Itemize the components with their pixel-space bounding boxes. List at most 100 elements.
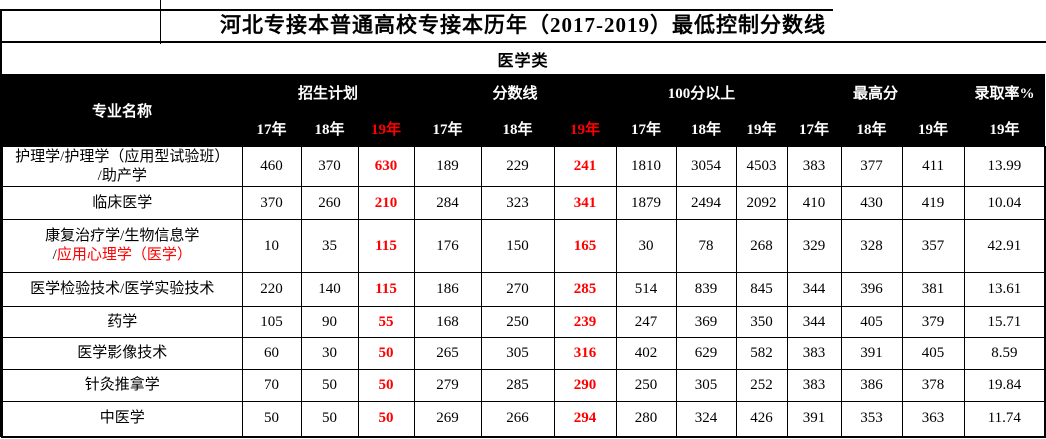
- score-cell: 305: [675, 369, 737, 402]
- major-name-text: 医学影像技术: [77, 345, 168, 362]
- score-cell: 10: [241, 219, 302, 273]
- score-cell: 140: [300, 272, 359, 307]
- score-cell: 405: [901, 337, 965, 370]
- header-year-above-100-18年: 18年: [676, 110, 737, 147]
- score-cell: 30: [300, 337, 359, 370]
- score-cell: 2494: [675, 186, 737, 220]
- category-subtitle: 医学类: [497, 52, 549, 70]
- major-name-cell: 中医学: [1, 401, 243, 438]
- score-cell: 290: [553, 369, 617, 402]
- scores-table: 专业名称 招生计划 分数线 100分以上 最高分 录取率% 17年 18年 19年 1…: [1, 74, 1046, 438]
- score-cell: 229: [480, 146, 555, 187]
- header-year-admission-rate-19年: 19年: [964, 110, 1046, 147]
- score-cell: 168: [413, 306, 482, 338]
- major-name-line: /应用心理学（医学）: [5, 246, 240, 265]
- table-row: 药学 105 90 55 168 250 239 247 369 350 344 405 379 15.7…: [1, 306, 1046, 338]
- table-row: 医学检验技术/医学实验技术 220 140 115 186 270 285 514 839 845…: [1, 272, 1046, 307]
- header-year-enrollment-plan-18年: 18年: [301, 110, 358, 147]
- score-cell: 405: [840, 306, 903, 338]
- score-cell: 381: [901, 272, 965, 307]
- header-group-row: 专业名称 招生计划 分数线 100分以上 最高分 录取率%: [2, 74, 1046, 147]
- header-year-score-line-19年: 19年: [554, 110, 617, 147]
- header-year-highest-score-17年: 17年: [787, 110, 842, 147]
- major-name-cell: 医学检验技术/医学实验技术: [1, 272, 243, 307]
- major-name-line: 针灸推拿学: [5, 376, 240, 395]
- score-cell: 70: [241, 369, 302, 402]
- major-name-text: 临床医学: [92, 194, 153, 211]
- score-cell: 328: [840, 219, 903, 273]
- score-cell: 13.99: [963, 146, 1046, 187]
- major-name-line: 医学检验技术/医学实验技术: [5, 280, 240, 299]
- header-year-score-line-18年: 18年: [481, 110, 555, 147]
- score-cell: 35: [300, 219, 359, 273]
- score-cell: 2092: [735, 186, 788, 220]
- score-cell: 363: [901, 401, 965, 438]
- score-cell: 3054: [675, 146, 737, 187]
- score-cell: 269: [413, 401, 482, 438]
- score-cell: 265: [413, 337, 482, 370]
- score-cell: 50: [300, 369, 359, 402]
- score-cell: 294: [553, 401, 617, 438]
- major-name-text: 药学: [107, 313, 138, 330]
- score-cell: 55: [357, 306, 415, 338]
- score-cell: 105: [241, 306, 302, 338]
- table-subtitle-row: 医学类: [0, 43, 1046, 74]
- page-title: 河北专接本普通高校专接本历年（2017-2019）最低控制分数线: [220, 12, 826, 37]
- score-cell: 186: [413, 272, 482, 307]
- score-cell: 391: [840, 337, 903, 370]
- header-group-above-100: 100分以上: [616, 74, 788, 110]
- header-year-above-100-19年: 19年: [736, 110, 788, 147]
- score-cell: 402: [615, 337, 677, 370]
- score-cell: 30: [615, 219, 677, 273]
- major-name-cell: 针灸推拿学: [1, 369, 243, 402]
- major-name-line: 临床医学: [5, 194, 240, 213]
- score-cell: 15.71: [963, 306, 1046, 338]
- score-cell: 370: [300, 146, 359, 187]
- score-cell: 250: [480, 306, 555, 338]
- header-year-above-100-17年: 17年: [616, 110, 677, 147]
- score-cell: 266: [480, 401, 555, 438]
- score-cell: 316: [553, 337, 617, 370]
- score-cell: 10.04: [963, 186, 1046, 220]
- score-cell: 50: [357, 337, 415, 370]
- header-year-highest-score-18年: 18年: [841, 110, 903, 147]
- score-cell: 845: [735, 272, 788, 307]
- header-group-highest-score: 最高分: [787, 74, 965, 110]
- score-cell: 377: [840, 146, 903, 187]
- score-cell: 115: [357, 272, 415, 307]
- score-cell: 341: [553, 186, 617, 220]
- major-name-text: /助产学: [97, 167, 147, 184]
- major-name-text: /: [52, 247, 57, 263]
- score-cell: 396: [840, 272, 903, 307]
- header-major-name: 专业名称: [2, 74, 242, 147]
- score-cell: 370: [241, 186, 302, 220]
- major-name-text: 应用心理学（医学）: [56, 247, 192, 263]
- score-cell: 344: [786, 272, 842, 307]
- header-year-enrollment-plan-19年: 19年: [358, 110, 415, 147]
- score-cell: 430: [840, 186, 903, 220]
- major-name-text: 中医学: [99, 410, 145, 427]
- score-cell: 344: [786, 306, 842, 338]
- score-cell: 383: [786, 146, 842, 187]
- score-cell: 268: [735, 219, 788, 273]
- major-name-line: /助产学: [5, 167, 240, 186]
- title-row-divider: [160, 0, 161, 44]
- major-name-text: 医学检验技术/医学实验技术: [30, 281, 215, 298]
- score-cell: 90: [300, 306, 359, 338]
- major-name-text: 护理学/护理学（应用型试验班）: [15, 148, 230, 165]
- score-cell: 357: [901, 219, 965, 273]
- score-cell: 285: [480, 369, 555, 402]
- score-cell: 386: [840, 369, 903, 402]
- header-group-admission-rate: 录取率%: [964, 74, 1046, 110]
- header-year-score-line-17年: 17年: [414, 110, 482, 147]
- score-cell: 50: [300, 401, 359, 438]
- header-group-enrollment-plan: 招生计划: [242, 74, 415, 110]
- score-cell: 176: [413, 219, 482, 273]
- score-cell: 239: [553, 306, 617, 338]
- score-cell: 324: [675, 401, 737, 438]
- score-cell: 379: [901, 306, 965, 338]
- major-name-line: 中医学: [5, 409, 240, 428]
- score-cell: 42.91: [963, 219, 1046, 273]
- score-cell: 260: [300, 186, 359, 220]
- header-group-score-line: 分数线: [414, 74, 617, 110]
